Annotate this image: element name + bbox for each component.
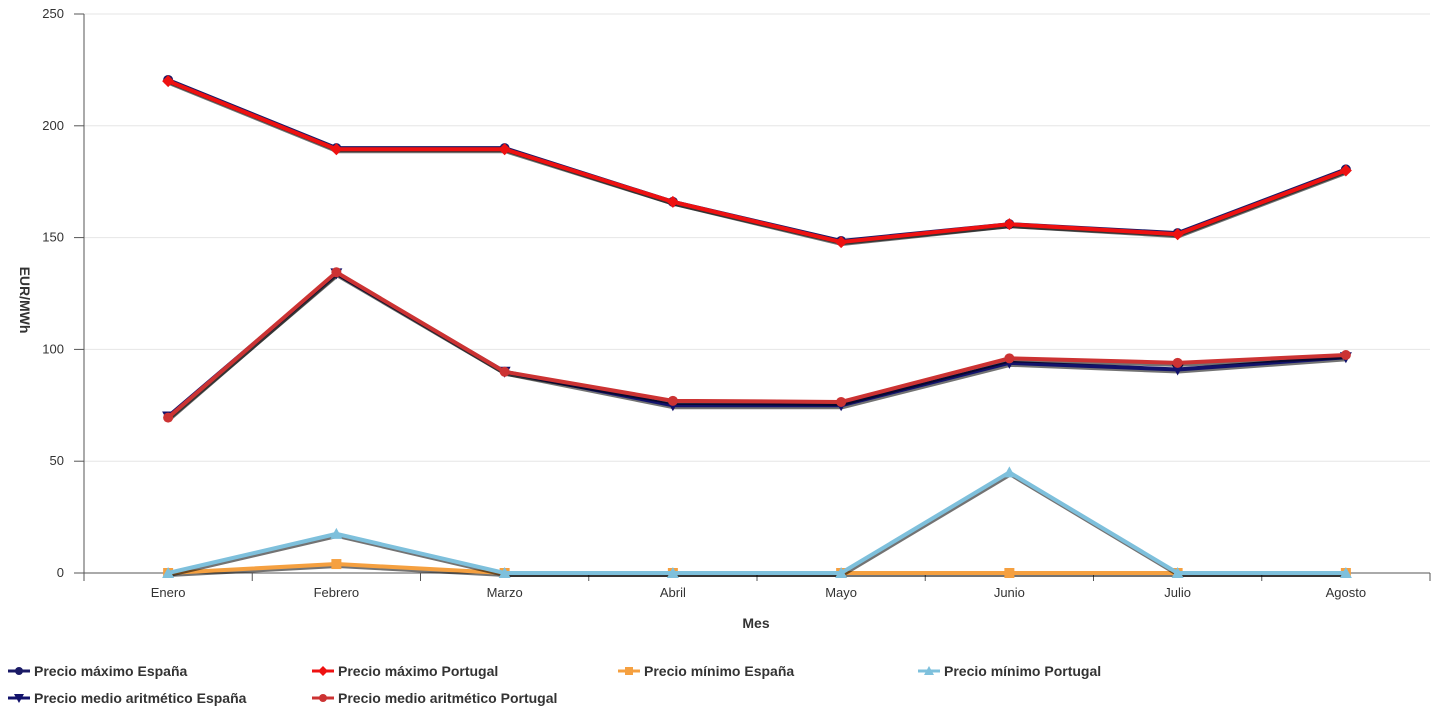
- gridlines: [84, 13, 1430, 462]
- y-tick-label: 50: [50, 453, 64, 468]
- y-tick-label: 250: [42, 6, 64, 21]
- series-4: [162, 466, 1352, 578]
- series-line: [167, 78, 1347, 243]
- legend-item[interactable]: Precio medio aritmético Portugal: [312, 687, 557, 709]
- data-point: [1171, 228, 1184, 241]
- legend-label: Precio medio aritmético Portugal: [338, 690, 558, 706]
- x-tick-label: Agosto: [1326, 585, 1366, 600]
- x-tick-label: Febrero: [314, 585, 360, 600]
- series-line: [167, 79, 1347, 245]
- data-point: [1171, 364, 1184, 376]
- x-tick-label: Junio: [994, 585, 1025, 600]
- data-point: [1004, 568, 1015, 578]
- data-point: [666, 567, 679, 578]
- y-tick-label: 150: [42, 230, 64, 245]
- legend-item[interactable]: Precio máximo España: [8, 660, 187, 682]
- legend-swatch-marker: [625, 667, 633, 675]
- legend-label: Precio máximo Portugal: [338, 663, 499, 679]
- data-point: [1171, 567, 1184, 578]
- legend-label: Precio mínimo Portugal: [944, 663, 1102, 679]
- legend-swatch-marker: [924, 666, 934, 675]
- data-point: [1339, 567, 1352, 578]
- data-point: [162, 75, 175, 88]
- data-point: [163, 412, 174, 423]
- data-point: [1003, 466, 1016, 478]
- data-point: [331, 559, 342, 570]
- legend-label: Precio medio aritmético España: [34, 690, 247, 706]
- series-line: [166, 271, 1347, 419]
- y-axis-title: EUR/MWh: [17, 267, 33, 334]
- legend-swatch-icon: [918, 666, 940, 675]
- legend-swatch-icon: [312, 694, 334, 702]
- series-layer: [162, 74, 1352, 578]
- legend-item[interactable]: Precio medio aritmético España: [8, 687, 246, 709]
- data-point: [835, 567, 848, 578]
- data-point: [331, 267, 342, 278]
- data-point: [499, 366, 510, 377]
- data-point: [330, 527, 343, 539]
- legend: Precio máximo España Precio máximo Portug…: [8, 660, 1428, 712]
- legend-swatch-icon: [312, 666, 334, 676]
- data-point: [666, 195, 679, 208]
- series-5: [162, 268, 1352, 423]
- x-tick-label: Marzo: [487, 585, 523, 600]
- x-tick-label: Abril: [660, 585, 686, 600]
- series-line-shadow: [167, 272, 1347, 422]
- legend-swatch-marker: [15, 667, 23, 675]
- y-tick-label: 0: [57, 565, 64, 580]
- legend-label: Precio máximo España: [34, 663, 188, 679]
- series-line-shadow: [168, 472, 1347, 577]
- series-line: [167, 470, 1346, 575]
- data-point: [1004, 353, 1015, 364]
- legend-swatch-marker: [319, 694, 327, 702]
- series-line: [166, 270, 1346, 420]
- data-point: [1172, 357, 1183, 368]
- legend-item[interactable]: Precio mínimo Portugal: [918, 660, 1101, 682]
- data-point: [667, 395, 678, 406]
- series-6: [163, 267, 1351, 423]
- x-tick-label: Julio: [1164, 585, 1191, 600]
- series-line-shadow: [167, 273, 1348, 421]
- legend-swatch-marker: [318, 666, 328, 676]
- data-point: [1003, 218, 1016, 231]
- y-tick-label: 200: [42, 118, 64, 133]
- data-point: [330, 143, 343, 156]
- data-point: [1339, 164, 1352, 177]
- data-point: [162, 567, 175, 578]
- legend-swatch-marker: [14, 694, 24, 703]
- axes: [74, 13, 1431, 581]
- legend-swatch-icon: [8, 694, 30, 703]
- data-point: [835, 236, 848, 249]
- legend-item[interactable]: Precio máximo Portugal: [312, 660, 498, 682]
- legend-label: Precio mínimo España: [644, 663, 795, 679]
- y-tick-label: 100: [42, 341, 64, 356]
- x-tick-label: Enero: [151, 585, 186, 600]
- series-2: [162, 75, 1352, 249]
- legend-swatch-icon: [618, 667, 640, 675]
- x-axis-title: Mes: [742, 615, 769, 631]
- series-line-shadow: [168, 80, 1348, 245]
- data-point: [1340, 349, 1351, 360]
- data-point: [836, 396, 847, 407]
- line-chart: 0 50 100 150 200 250 Enero Febrero Marzo Abril May…: [17, 6, 1431, 631]
- legend-swatch-icon: [8, 667, 30, 675]
- tick-labels: 0 50 100 150 200 250 Enero Febrero Marzo Abril May…: [42, 6, 1366, 600]
- data-point: [498, 567, 511, 578]
- x-tick-label: Mayo: [825, 585, 857, 600]
- data-point: [498, 143, 511, 156]
- legend-item[interactable]: Precio mínimo España: [618, 660, 794, 682]
